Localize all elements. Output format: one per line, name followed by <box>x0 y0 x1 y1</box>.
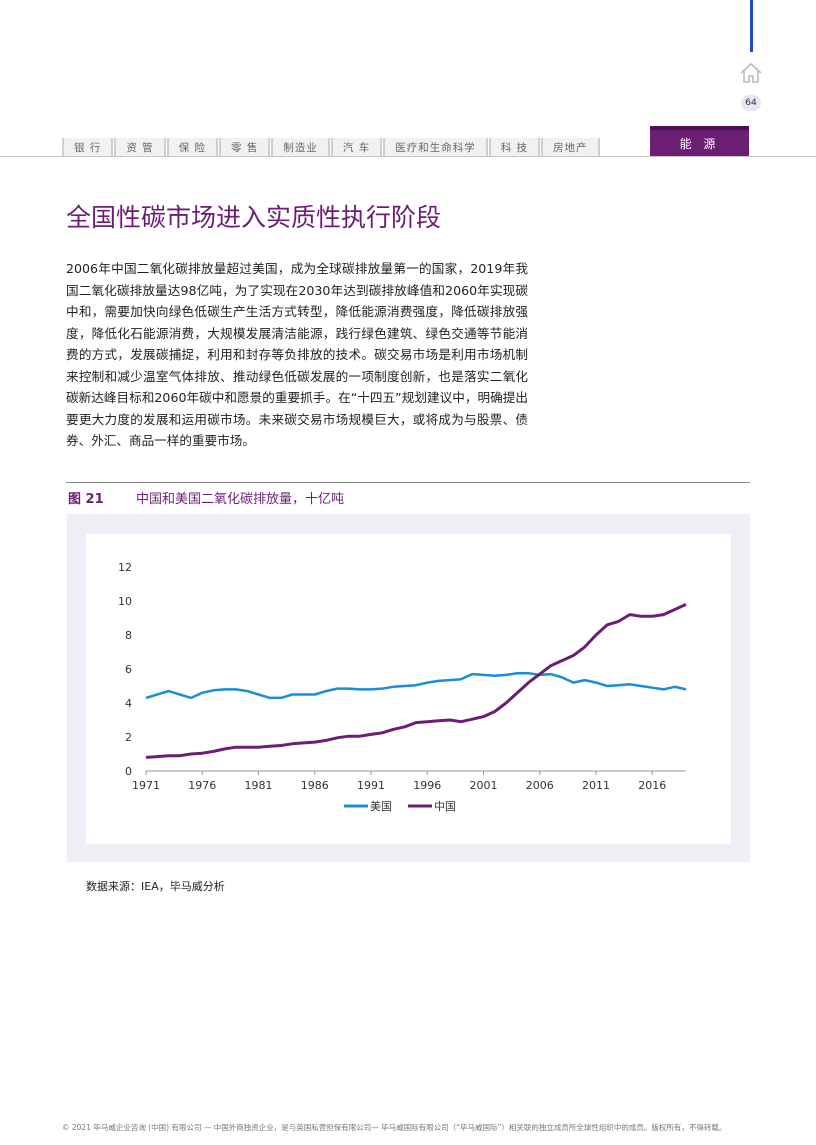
figure-label: 图 21 <box>68 492 104 507</box>
x-tick-label: 1991 <box>357 779 385 792</box>
y-tick-label: 12 <box>118 561 132 574</box>
nav-tab[interactable]: 科 技 <box>488 138 541 157</box>
page-title: 全国性碳市场进入实质性执行阶段 <box>66 203 442 232</box>
footer-copyright: © 2021 毕马威企业咨询 (中国) 有限公司 — 中国外商独资企业，是与英国… <box>62 1123 727 1132</box>
x-tick-label: 1986 <box>301 779 329 792</box>
nav-tab[interactable]: 房地产 <box>541 138 600 157</box>
x-tick-label: 2001 <box>470 779 498 792</box>
x-tick-label: 2016 <box>638 779 666 792</box>
nav-tab[interactable]: 汽 车 <box>330 138 383 157</box>
x-tick-label: 1971 <box>132 779 160 792</box>
y-tick-label: 4 <box>125 697 132 710</box>
y-tick-label: 0 <box>125 765 132 778</box>
nav-tab[interactable]: 银 行 <box>62 138 114 157</box>
home-icon[interactable] <box>738 60 764 86</box>
y-tick-label: 10 <box>118 595 132 608</box>
figure-title: 中国和美国二氧化碳排放量，十亿吨 <box>136 492 345 507</box>
nav-tab-active[interactable]: 能 源 <box>650 126 749 156</box>
nav-tab[interactable]: 资 管 <box>114 138 166 157</box>
nav-tab[interactable]: 保 险 <box>166 138 219 157</box>
x-tick-label: 2011 <box>582 779 610 792</box>
data-source: 数据来源：IEA，毕马威分析 <box>86 880 225 893</box>
legend-label: 中国 <box>434 800 456 813</box>
nav-divider <box>0 156 816 157</box>
x-tick-label: 1976 <box>188 779 216 792</box>
top-accent-rule <box>750 0 753 52</box>
series-line-china <box>145 603 687 759</box>
x-tick-label: 1996 <box>413 779 441 792</box>
series-line-usa <box>145 672 687 700</box>
y-tick-label: 6 <box>125 663 132 676</box>
y-tick-label: 8 <box>125 629 132 642</box>
figure-rule <box>66 482 750 483</box>
nav-tab[interactable]: 医疗和生命科学 <box>383 138 488 157</box>
body-paragraph: 2006年中国二氧化碳排放量超过美国，成为全球碳排放量第一的国家，2019年我国… <box>66 261 528 448</box>
chart-panel <box>86 534 731 844</box>
page-number: 64 <box>741 95 761 111</box>
body-text: 2006年中国二氧化碳排放量超过美国，成为全球碳排放量第一的国家，2019年我国… <box>66 258 528 452</box>
emissions-line-chart: 0 2 4 6 8 10 12 1971 1976 1981 1986 1991 1996 2001 200… <box>118 561 687 813</box>
legend-label: 美国 <box>370 800 392 813</box>
x-tick-label: 2006 <box>526 779 554 792</box>
y-tick-label: 2 <box>125 731 132 744</box>
x-tick-label: 1981 <box>245 779 273 792</box>
nav-tab[interactable]: 零 售 <box>219 138 271 157</box>
section-nav: 银 行资 管保 险零 售制造业汽 车医疗和生命科学科 技房地产 <box>62 138 601 157</box>
nav-tab[interactable]: 制造业 <box>271 138 330 157</box>
